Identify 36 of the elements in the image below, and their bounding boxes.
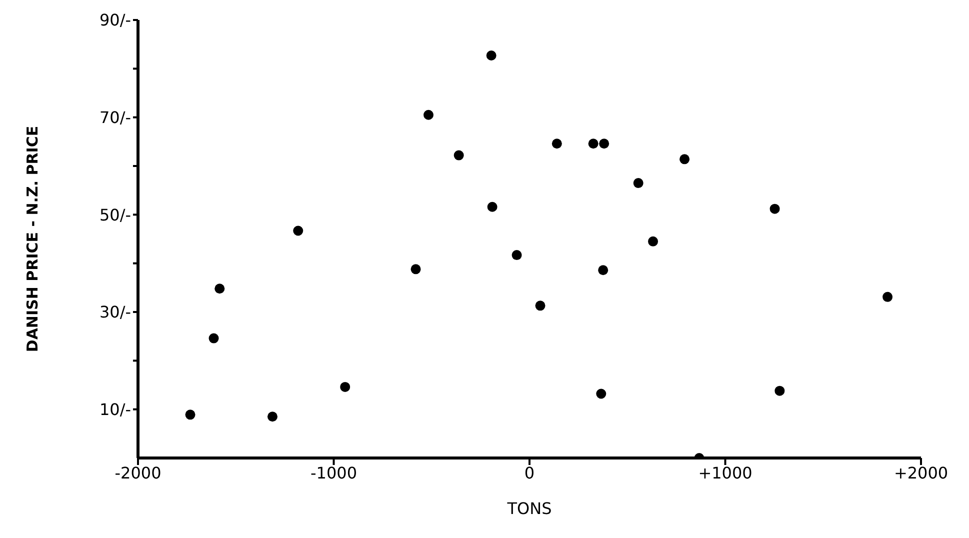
- point: [267, 412, 278, 422]
- point: [293, 226, 304, 236]
- x-tick-label: -2000: [114, 463, 162, 482]
- x-tick-label: -1000: [310, 463, 357, 482]
- y-tick-label: 50/-: [99, 205, 131, 224]
- point: [680, 154, 690, 164]
- point: [185, 410, 196, 420]
- x-axis-title: TONS: [506, 499, 552, 518]
- point: [423, 110, 434, 120]
- point: [770, 204, 780, 214]
- point: [340, 382, 350, 392]
- point: [774, 386, 785, 396]
- y-tick-label: 90/-: [99, 10, 131, 30]
- point: [512, 250, 522, 260]
- point: [598, 265, 608, 276]
- point: [633, 178, 644, 188]
- point: [588, 138, 598, 149]
- x-tick-label: +2000: [894, 463, 948, 482]
- y-tick-label: 10/-: [99, 400, 131, 420]
- x-tick-label: +1000: [698, 463, 752, 482]
- point: [208, 333, 219, 344]
- point: [535, 300, 546, 311]
- point: [882, 292, 893, 302]
- point: [552, 138, 562, 149]
- point: [648, 236, 658, 246]
- point: [487, 202, 498, 212]
- point: [596, 388, 606, 399]
- point: [486, 50, 496, 61]
- y-axis-title: DANISH PRICE - N.Z. PRICE: [23, 126, 42, 352]
- point: [599, 138, 610, 149]
- point: [214, 284, 225, 294]
- point: [410, 264, 421, 274]
- x-tick-label: 0: [524, 463, 535, 482]
- y-tick-label: 30/-: [99, 302, 131, 322]
- y-tick-label: 70/-: [99, 108, 131, 128]
- point: [454, 150, 464, 160]
